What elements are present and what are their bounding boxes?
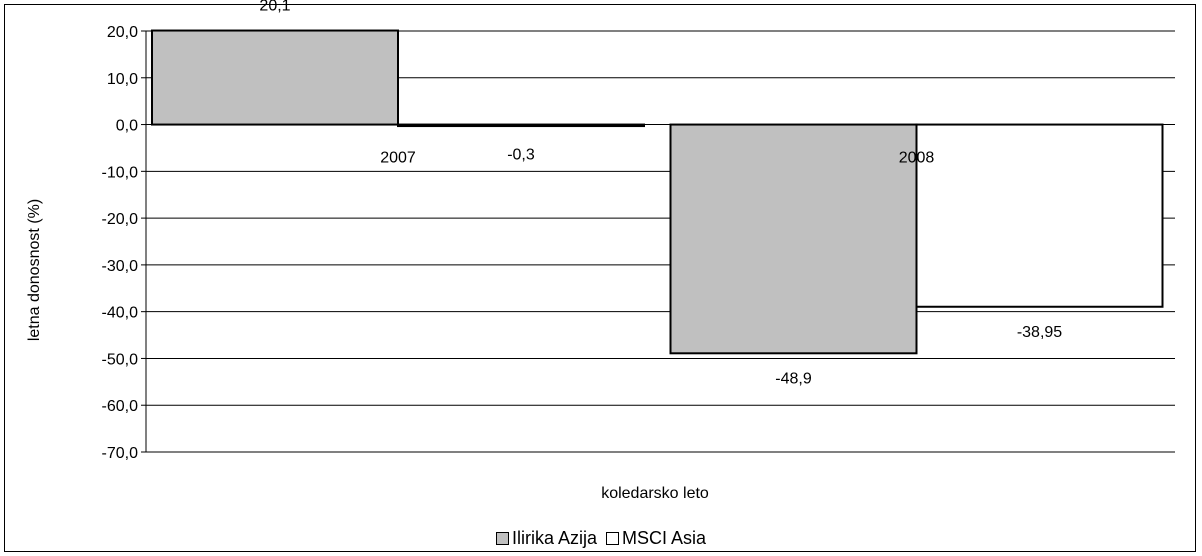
data-label: 20,1 bbox=[259, 0, 290, 15]
data-label: -38,95 bbox=[1017, 324, 1062, 341]
y-axis-title: letna donosnost (%) bbox=[26, 199, 43, 341]
y-tick-label: -50,0 bbox=[102, 351, 139, 368]
y-tick-label: 10,0 bbox=[107, 71, 138, 88]
legend-swatch-ilirika bbox=[495, 532, 509, 545]
legend-item-msci: MSCI Asia bbox=[606, 528, 706, 549]
data-labels: 20,1 -0,3 -48,9 -38,95 bbox=[259, 0, 1062, 387]
y-tick-label: 0,0 bbox=[116, 118, 138, 135]
legend-label-msci: MSCI Asia bbox=[622, 528, 707, 548]
data-label: -0,3 bbox=[507, 147, 535, 164]
bar-ilirika-2008 bbox=[669, 123, 918, 355]
y-tick-label: -70,0 bbox=[102, 445, 139, 462]
x-tick-label: 2008 bbox=[899, 150, 935, 167]
y-tick-label: -20,0 bbox=[102, 211, 139, 228]
bars bbox=[151, 29, 1164, 355]
y-axis: 20,0 10,0 0,0 -10,0 -20,0 -30,0 -40,0 -50,0 -60,… bbox=[102, 24, 147, 462]
y-tick-label: -10,0 bbox=[102, 164, 139, 181]
bar-msci-2007 bbox=[397, 123, 645, 128]
category-labels: 2007 2008 bbox=[380, 150, 934, 167]
legend-label-ilirika: Ilirika Azija bbox=[511, 528, 597, 548]
x-axis-title: koledarsko leto bbox=[601, 485, 709, 502]
legend-swatch-msci bbox=[606, 532, 619, 545]
data-label: -48,9 bbox=[775, 370, 812, 387]
y-tick-label: -60,0 bbox=[102, 398, 139, 415]
legend-item-ilirika: Ilirika Azija bbox=[495, 528, 597, 549]
bar-msci-2008 bbox=[915, 123, 1164, 308]
legend: Ilirika Azija MSCI Asia bbox=[0, 528, 1202, 550]
y-tick-label: -40,0 bbox=[102, 305, 139, 322]
x-tick-label: 2007 bbox=[380, 150, 416, 167]
y-tick-label: 20,0 bbox=[107, 24, 138, 41]
y-tick-label: -30,0 bbox=[102, 258, 139, 275]
bar-ilirika-2007 bbox=[151, 29, 399, 126]
